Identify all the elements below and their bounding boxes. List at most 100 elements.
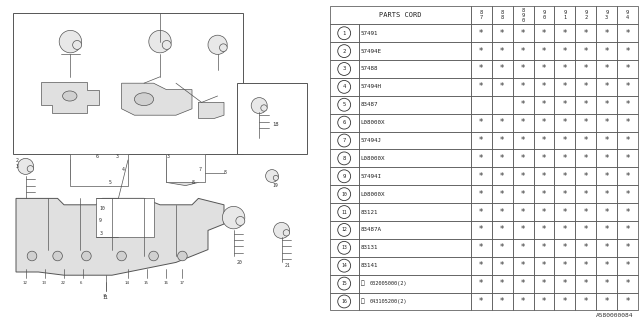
Text: *: * bbox=[542, 243, 546, 252]
Circle shape bbox=[338, 80, 351, 93]
Text: *: * bbox=[500, 243, 504, 252]
Bar bbox=[330, 149, 359, 167]
Text: 15: 15 bbox=[144, 281, 149, 285]
Bar bbox=[513, 167, 534, 185]
Text: *: * bbox=[521, 261, 525, 270]
Bar bbox=[513, 203, 534, 221]
Text: *: * bbox=[500, 118, 504, 127]
Bar bbox=[166, 154, 205, 182]
Text: *: * bbox=[563, 261, 567, 270]
Bar bbox=[359, 203, 471, 221]
Bar bbox=[471, 60, 492, 78]
Text: 7: 7 bbox=[342, 138, 346, 143]
Text: *: * bbox=[542, 154, 546, 163]
Bar bbox=[471, 24, 492, 42]
Text: *: * bbox=[584, 136, 588, 145]
Bar bbox=[575, 60, 596, 78]
Text: *: * bbox=[605, 261, 609, 270]
Bar bbox=[617, 6, 638, 24]
Text: *: * bbox=[563, 279, 567, 288]
Text: *: * bbox=[625, 279, 630, 288]
Bar bbox=[554, 221, 575, 239]
Bar bbox=[330, 42, 359, 60]
Text: 8: 8 bbox=[224, 170, 227, 175]
Bar bbox=[575, 24, 596, 42]
Text: 3: 3 bbox=[342, 67, 346, 71]
Text: *: * bbox=[521, 279, 525, 288]
Text: 3: 3 bbox=[99, 231, 102, 236]
Ellipse shape bbox=[134, 93, 154, 106]
Bar bbox=[534, 24, 554, 42]
Bar bbox=[492, 239, 513, 257]
Text: *: * bbox=[584, 82, 588, 92]
Bar bbox=[534, 132, 554, 149]
Text: *: * bbox=[625, 297, 630, 306]
Bar bbox=[471, 132, 492, 149]
Text: PARTS CORD: PARTS CORD bbox=[379, 12, 422, 18]
Circle shape bbox=[338, 295, 351, 308]
Text: 3: 3 bbox=[166, 154, 169, 159]
Bar bbox=[330, 132, 359, 149]
Text: *: * bbox=[500, 154, 504, 163]
Bar bbox=[513, 221, 534, 239]
Text: *: * bbox=[479, 118, 483, 127]
Text: *: * bbox=[500, 297, 504, 306]
Circle shape bbox=[149, 30, 172, 53]
Bar bbox=[534, 221, 554, 239]
Bar bbox=[513, 24, 534, 42]
Circle shape bbox=[60, 30, 82, 53]
Bar bbox=[596, 167, 617, 185]
Bar bbox=[471, 292, 492, 310]
Text: *: * bbox=[521, 118, 525, 127]
Bar bbox=[534, 239, 554, 257]
Bar bbox=[492, 114, 513, 132]
Text: *: * bbox=[605, 154, 609, 163]
Text: *: * bbox=[500, 172, 504, 181]
Text: *: * bbox=[479, 261, 483, 270]
Text: *: * bbox=[584, 208, 588, 217]
Bar bbox=[359, 132, 471, 149]
Text: 14: 14 bbox=[341, 263, 347, 268]
Bar bbox=[617, 257, 638, 275]
Text: 19: 19 bbox=[272, 183, 278, 188]
Circle shape bbox=[284, 230, 290, 236]
Circle shape bbox=[73, 40, 82, 49]
Text: 13: 13 bbox=[42, 281, 47, 285]
Bar bbox=[596, 78, 617, 96]
Text: L08000X: L08000X bbox=[361, 192, 385, 197]
Text: 9
0: 9 0 bbox=[543, 11, 545, 20]
Text: 6: 6 bbox=[342, 120, 346, 125]
Bar bbox=[492, 257, 513, 275]
Bar bbox=[471, 167, 492, 185]
Circle shape bbox=[28, 166, 34, 172]
Bar bbox=[596, 239, 617, 257]
Text: *: * bbox=[479, 65, 483, 74]
Text: *: * bbox=[625, 82, 630, 92]
Text: 3: 3 bbox=[115, 154, 118, 159]
Text: *: * bbox=[625, 154, 630, 163]
Bar bbox=[330, 6, 471, 24]
Bar bbox=[513, 257, 534, 275]
Text: 17: 17 bbox=[179, 281, 184, 285]
Text: *: * bbox=[563, 100, 567, 109]
Circle shape bbox=[220, 44, 227, 52]
Bar bbox=[617, 203, 638, 221]
Text: *: * bbox=[584, 172, 588, 181]
Bar bbox=[534, 257, 554, 275]
Text: 9
1: 9 1 bbox=[563, 11, 566, 20]
Circle shape bbox=[273, 175, 278, 180]
Text: *: * bbox=[625, 118, 630, 127]
Text: *: * bbox=[542, 65, 546, 74]
Bar bbox=[513, 292, 534, 310]
Text: *: * bbox=[542, 82, 546, 92]
Text: 9: 9 bbox=[342, 174, 346, 179]
Circle shape bbox=[338, 62, 351, 76]
Text: *: * bbox=[605, 82, 609, 92]
Bar bbox=[471, 257, 492, 275]
Text: *: * bbox=[605, 118, 609, 127]
Text: *: * bbox=[605, 190, 609, 199]
Bar bbox=[513, 6, 534, 24]
Bar bbox=[492, 96, 513, 114]
Text: 57494E: 57494E bbox=[361, 49, 381, 54]
Bar bbox=[471, 275, 492, 292]
